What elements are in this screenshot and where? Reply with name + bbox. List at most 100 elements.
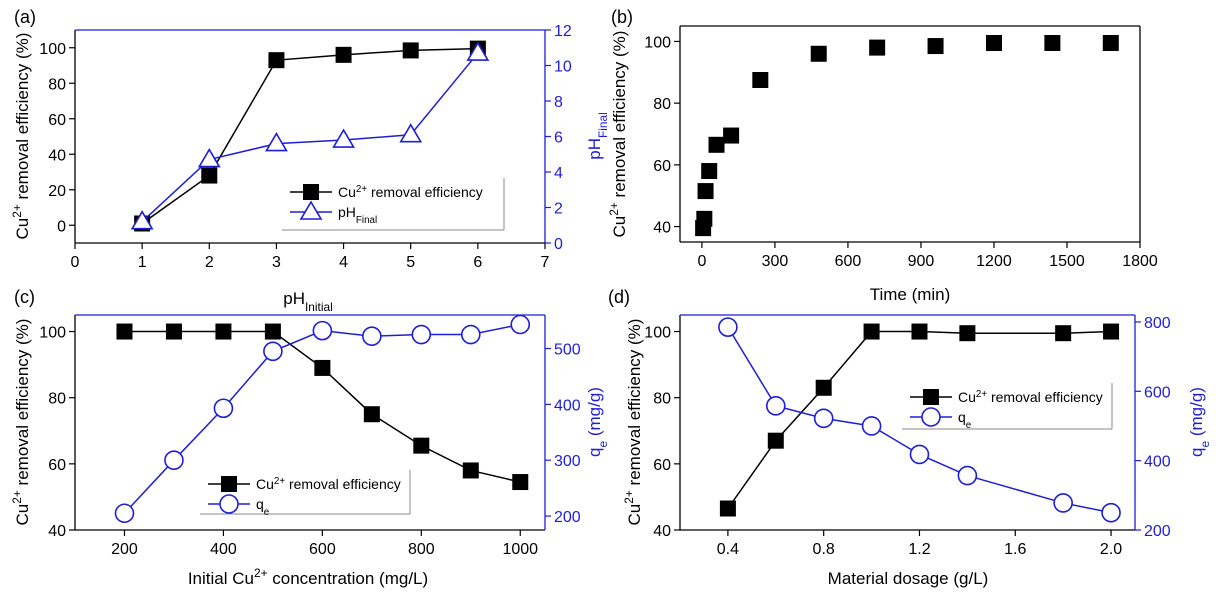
x-tick-label: 1.2 (908, 541, 930, 558)
data-point (399, 123, 423, 143)
y-tick-label-right: 200 (1144, 523, 1171, 540)
panel-label: (a) (14, 7, 36, 27)
y-tick-label-left: 60 (653, 457, 671, 474)
x-tick-label: 2 (205, 254, 214, 271)
y-tick-label-left: 40 (48, 147, 66, 164)
data-point (413, 437, 430, 454)
data-point (164, 450, 184, 470)
data-point (909, 444, 930, 465)
series-1 (130, 41, 490, 230)
data-point (462, 462, 479, 479)
y-tick-label-right: 6 (554, 130, 563, 147)
data-point (402, 42, 419, 59)
legend-marker (303, 184, 319, 200)
legend-marker (221, 476, 237, 492)
panel-label: (d) (608, 287, 630, 307)
y-tick-label-right: 8 (554, 94, 563, 111)
data-point (957, 465, 978, 486)
y-tick-label-right: 500 (554, 342, 581, 359)
data-point (1102, 34, 1119, 51)
data-point (165, 323, 182, 340)
x-tick-label: 4 (339, 254, 348, 271)
series-0 (719, 323, 1120, 517)
legend: Cu2+ removal efficiency qe (200, 470, 411, 518)
y-tick-label-left: 20 (48, 183, 66, 200)
panel-label: (c) (14, 287, 35, 307)
legend-label: qe (958, 409, 972, 431)
x-tick-label: 6 (473, 254, 482, 271)
y-tick-label-right: 12 (554, 23, 572, 40)
data-point (264, 323, 281, 340)
y-tick-label-left: 100 (39, 325, 66, 342)
y-tick-label-right: 10 (554, 59, 572, 76)
data-point (1055, 325, 1072, 342)
x-tick-label: 600 (835, 253, 862, 270)
data-point (767, 432, 784, 449)
y-tick-label-left: 80 (48, 76, 66, 93)
data-point (213, 398, 234, 419)
data-point (927, 38, 944, 55)
series-line (727, 330, 1112, 509)
y-axis-title-left: Cu2+ removal efficiency (%) (607, 31, 629, 238)
x-tick-label: 400 (210, 541, 237, 558)
panel-label: (b) (611, 7, 633, 27)
panel-c: 200 400 600 800 1000 40 60 80 100 200 300 400 500 Ini… (10, 287, 610, 588)
y-axis-title-right: pHFinal (585, 112, 610, 160)
data-point (130, 210, 154, 230)
data-point (314, 359, 331, 376)
x-tick-label: 1000 (502, 541, 538, 558)
y-tick-label-left: 80 (48, 391, 66, 408)
series-line (141, 47, 478, 225)
series-line (124, 330, 521, 483)
y-axis-title-left: Cu2+ removal efficiency (%) (622, 319, 644, 526)
x-tick-label: 300 (762, 253, 789, 270)
legend: Cu2+ removal efficiency pHFinal (282, 178, 505, 231)
y-tick-label-left: 80 (653, 96, 671, 113)
x-tick-label: 1800 (1122, 253, 1158, 270)
y-tick-label-left: 100 (644, 325, 671, 342)
y-axis-title-right: qe (mg/g) (585, 387, 610, 457)
legend-label: Cu2+ removal efficiency (958, 389, 1103, 406)
y-tick-label-right: 800 (1144, 315, 1171, 332)
data-point (863, 323, 880, 340)
data-point (512, 474, 529, 491)
data-point (869, 39, 886, 56)
data-point (466, 41, 490, 61)
data-point (959, 325, 976, 342)
data-point (696, 210, 713, 227)
data-point (116, 323, 133, 340)
data-point (197, 147, 221, 168)
panel-a: 0 1 2 3 4 5 6 7020406080100024681012pHInitialCu… (10, 7, 610, 314)
data-point (701, 163, 718, 180)
y-axis-title-right: qe (mg/g) (1187, 387, 1212, 457)
x-tick-label: 800 (408, 541, 435, 558)
x-tick-label: 7 (541, 254, 550, 271)
legend-marker (219, 494, 239, 514)
x-tick-label: 0 (697, 253, 706, 270)
x-tick-label: 3 (272, 254, 281, 271)
legend-label: qe (256, 496, 270, 518)
y-tick-label-left: 40 (653, 523, 671, 540)
data-point (911, 323, 928, 340)
legend: Cu2+ removal efficiency qe (902, 383, 1113, 431)
series-line (727, 326, 1112, 514)
y-tick-label-right: 300 (554, 453, 581, 470)
x-tick-label: 1500 (1049, 253, 1085, 270)
data-point (201, 167, 218, 184)
data-point (719, 500, 736, 517)
data-point (985, 34, 1002, 51)
x-axis-title: Material dosage (g/L) (828, 569, 989, 588)
data-point (265, 132, 288, 152)
data-point (411, 324, 432, 345)
data-point (335, 46, 352, 63)
legend-marker (921, 407, 941, 427)
x-tick-label: 1200 (976, 253, 1012, 270)
data-point (1044, 34, 1061, 51)
x-tick-label: 0.8 (813, 541, 835, 558)
y-tick-label-left: 100 (644, 34, 671, 51)
y-tick-label-right: 0 (554, 236, 563, 253)
x-tick-label: 1.6 (1004, 541, 1026, 558)
x-tick-label: 200 (111, 541, 138, 558)
